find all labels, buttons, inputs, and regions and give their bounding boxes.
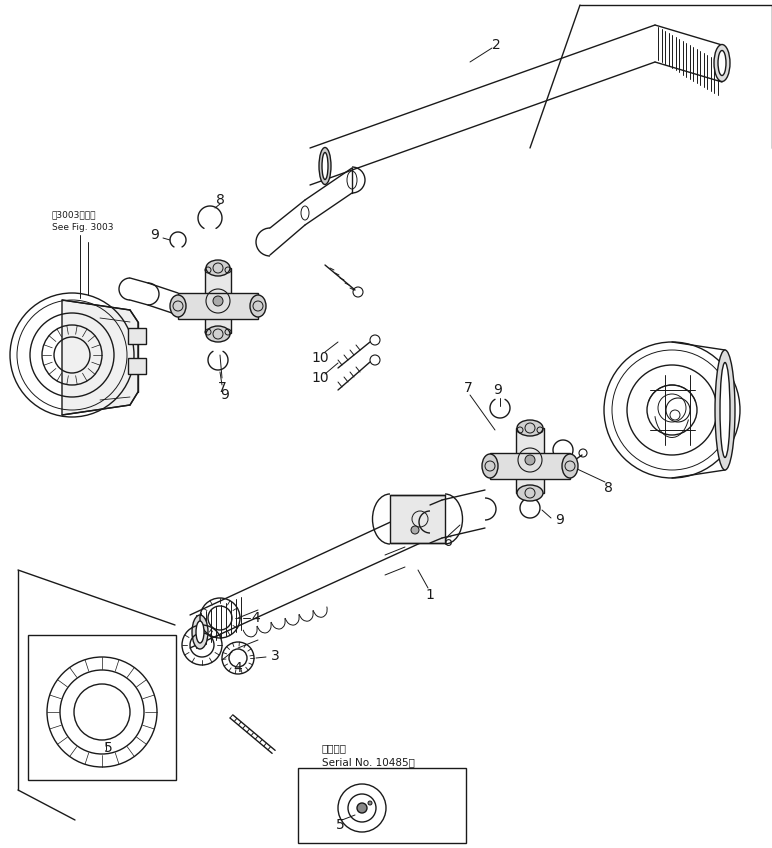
Bar bbox=[516, 428, 544, 493]
Ellipse shape bbox=[192, 615, 208, 649]
Text: 5: 5 bbox=[336, 818, 344, 832]
Ellipse shape bbox=[250, 295, 266, 317]
Bar bbox=[178, 293, 258, 319]
Ellipse shape bbox=[517, 485, 543, 501]
Text: 9: 9 bbox=[556, 513, 564, 527]
Text: See Fig. 3003: See Fig. 3003 bbox=[52, 224, 113, 232]
Text: 5: 5 bbox=[103, 741, 113, 755]
Text: 9: 9 bbox=[221, 388, 229, 402]
Bar bbox=[28, 635, 176, 780]
Text: 7: 7 bbox=[464, 381, 472, 395]
Circle shape bbox=[357, 803, 367, 813]
Circle shape bbox=[525, 455, 535, 465]
Bar bbox=[298, 768, 466, 843]
Ellipse shape bbox=[718, 51, 726, 75]
Text: 10: 10 bbox=[311, 351, 329, 365]
Circle shape bbox=[411, 526, 419, 534]
Text: 適用号数: 適用号数 bbox=[322, 743, 347, 753]
Ellipse shape bbox=[482, 454, 498, 478]
Circle shape bbox=[368, 801, 372, 805]
Text: 4: 4 bbox=[252, 611, 260, 625]
Text: Serial No. 10485〜: Serial No. 10485〜 bbox=[322, 757, 415, 767]
Ellipse shape bbox=[720, 362, 730, 458]
Bar bbox=[490, 453, 570, 479]
Text: 1: 1 bbox=[425, 588, 435, 602]
Text: 3: 3 bbox=[271, 649, 279, 663]
Polygon shape bbox=[62, 300, 138, 415]
Text: 6: 6 bbox=[444, 535, 452, 549]
Ellipse shape bbox=[206, 326, 230, 342]
Ellipse shape bbox=[714, 44, 730, 81]
Text: 7: 7 bbox=[218, 381, 226, 395]
Ellipse shape bbox=[322, 153, 328, 180]
Ellipse shape bbox=[196, 621, 204, 643]
Circle shape bbox=[74, 684, 130, 740]
Text: 9: 9 bbox=[493, 383, 503, 397]
Text: 8: 8 bbox=[604, 481, 612, 495]
Bar bbox=[128, 328, 146, 344]
Bar bbox=[128, 358, 146, 374]
Text: 4: 4 bbox=[234, 661, 242, 675]
Ellipse shape bbox=[562, 454, 578, 478]
Text: 8: 8 bbox=[215, 193, 225, 207]
Text: 第3003図参照: 第3003図参照 bbox=[52, 210, 96, 220]
Bar bbox=[390, 495, 445, 543]
Text: 10: 10 bbox=[311, 371, 329, 385]
Ellipse shape bbox=[319, 148, 331, 185]
Text: 9: 9 bbox=[151, 228, 160, 242]
Ellipse shape bbox=[170, 295, 186, 317]
Ellipse shape bbox=[206, 260, 230, 276]
Ellipse shape bbox=[517, 420, 543, 436]
Ellipse shape bbox=[715, 350, 735, 470]
Circle shape bbox=[213, 296, 223, 306]
Bar bbox=[205, 268, 231, 333]
Text: 2: 2 bbox=[492, 38, 500, 52]
